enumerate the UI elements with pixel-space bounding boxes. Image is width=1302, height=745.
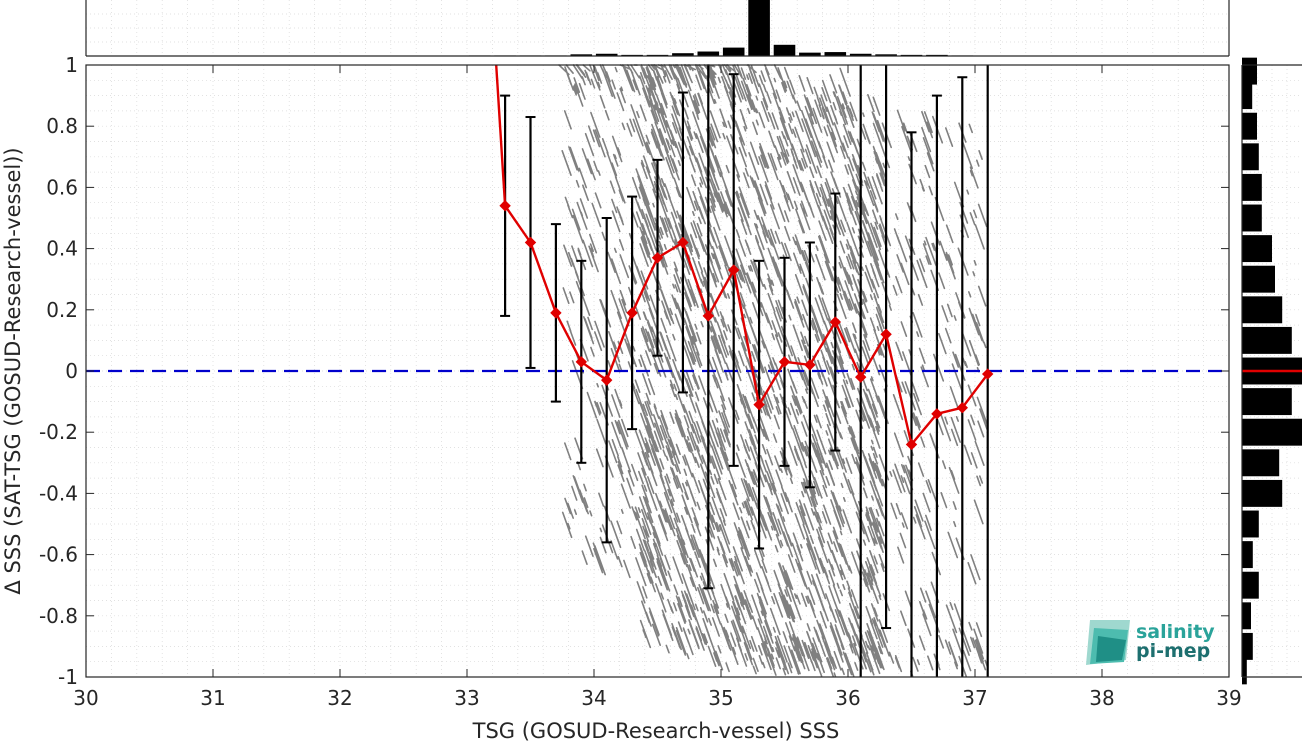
mean-marker: [778, 356, 791, 368]
mean-marker: [677, 236, 689, 249]
right-histogram-bar: [1242, 602, 1251, 630]
error-bar: [957, 76, 968, 677]
right-histogram-bar: [1242, 265, 1275, 293]
x-tick-labels: 30 31 32 33 34 35 36 37 38 39: [73, 686, 1241, 710]
x-tick-label: 33: [454, 686, 479, 710]
top-histogram-bar: [595, 53, 618, 56]
mean-marker: [931, 408, 943, 420]
x-tick-label: 35: [708, 686, 733, 710]
mean-marker: [905, 438, 918, 451]
mean-marker: [981, 368, 994, 380]
mean-line-entry: [495, 64, 507, 206]
y-tick-label: 0.8: [46, 114, 78, 138]
error-bars: [500, 65, 989, 677]
mean-marker: [626, 307, 638, 319]
mean-marker: [854, 371, 867, 383]
mean-marker: [702, 310, 715, 322]
salinity-pimep-logo: salinity pi-mep: [1086, 620, 1215, 665]
error-bar: [703, 65, 714, 590]
mean-marker: [550, 307, 562, 319]
right-histogram-bar: [1242, 173, 1262, 201]
top-histogram-bar: [875, 54, 897, 56]
binned-mean-series: [495, 64, 994, 451]
right-histogram-bar: [1242, 571, 1259, 599]
y-tick-label: 0: [65, 359, 78, 383]
right-histogram-bar: [1242, 541, 1253, 569]
top-histogram-bar: [672, 53, 694, 56]
mean-marker: [880, 328, 892, 340]
right-histogram: [1242, 57, 1302, 685]
top-histogram-bar: [773, 44, 796, 56]
right-histogram-bar: [1242, 418, 1302, 446]
y-tick-label: -0.4: [39, 481, 78, 505]
x-tick-label: 31: [200, 686, 225, 710]
y-tick-label: 0.4: [46, 237, 78, 261]
mean-marker: [753, 398, 765, 411]
right-histogram-bar: [1242, 57, 1257, 85]
error-bar: [906, 131, 917, 677]
error-bar: [931, 94, 942, 677]
mean-marker: [524, 236, 537, 249]
top-histogram-grid: [85, 0, 1230, 56]
x-tick-label: 30: [73, 686, 98, 710]
y-tick-label: -0.2: [39, 420, 78, 444]
x-tick-label: 39: [1216, 686, 1241, 710]
logo-wave-icon: [1086, 620, 1130, 665]
mean-marker: [575, 356, 588, 368]
scatter-streaks: [558, 64, 989, 678]
right-histogram-bar: [1242, 112, 1257, 140]
right-histogram-bar: [1242, 82, 1253, 110]
y-axis-label: Δ SSS (SAT-TSG (GOSUD-Research-vessel)): [1, 147, 25, 594]
x-tick-label: 32: [327, 686, 352, 710]
right-histogram-bar: [1242, 632, 1253, 660]
y-tick-label: 1: [65, 53, 78, 77]
top-histogram-bar: [849, 53, 872, 56]
x-axis-label: TSG (GOSUD-Research-vessel) SSS: [472, 719, 840, 743]
right-histogram-bar: [1242, 657, 1247, 685]
mean-marker: [499, 200, 511, 212]
mean-marker: [804, 359, 816, 371]
top-histogram-bar: [697, 51, 720, 56]
right-histogram-bar: [1242, 296, 1283, 324]
top-histogram-bar: [570, 54, 593, 56]
x-tick-label: 38: [1089, 686, 1114, 710]
mean-marker: [600, 374, 613, 386]
logo-text-salinity: salinity: [1136, 621, 1215, 643]
top-histogram-bar: [722, 47, 745, 56]
y-tick-label: -0.8: [39, 604, 78, 628]
x-tick-label: 34: [581, 686, 606, 710]
mean-marker: [956, 402, 969, 414]
right-histogram-bar: [1242, 388, 1292, 416]
right-histogram-bar: [1242, 449, 1280, 477]
error-bar: [881, 65, 892, 630]
right-histogram-bar: [1242, 143, 1259, 171]
right-histogram-bar: [1242, 479, 1283, 507]
top-histogram-bar: [748, 0, 770, 56]
right-histogram-bar: [1242, 510, 1259, 538]
y-tick-labels: 1 0.8 0.6 0.4 0.2 0 -0.2 -0.4 -0.6 -0.8 -1: [39, 53, 78, 689]
mean-marker: [829, 316, 842, 328]
x-tick-label: 36: [835, 686, 860, 710]
scatter-cloud: [558, 64, 989, 678]
y-tick-label: 0.6: [46, 175, 78, 199]
mean-marker: [727, 264, 740, 276]
mean-line: [504, 205, 989, 448]
y-tick-label: 0.2: [46, 298, 78, 322]
x-tick-label: 37: [962, 686, 987, 710]
top-histogram-bar: [824, 52, 847, 56]
right-histogram-bar: [1242, 204, 1262, 232]
right-histogram-bar: [1242, 235, 1272, 263]
top-histogram-bar: [799, 52, 821, 56]
mean-marker: [651, 252, 664, 264]
right-histogram-bar: [1242, 326, 1292, 354]
y-tick-label: -0.6: [39, 543, 78, 567]
y-tick-label: -1: [58, 665, 78, 689]
logo-text-pimep: pi-mep: [1136, 640, 1210, 662]
axes-frames: [85, 0, 1302, 678]
